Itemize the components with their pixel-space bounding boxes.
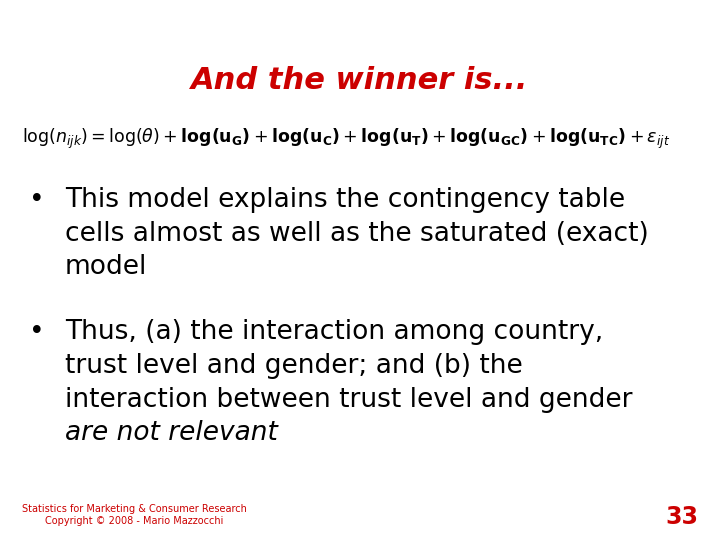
Text: Statistics for Marketing & Consumer Research
Copyright © 2008 - Mario Mazzocchi: Statistics for Marketing & Consumer Rese… xyxy=(22,504,246,525)
Text: •: • xyxy=(29,319,45,345)
Text: cells almost as well as the saturated (exact): cells almost as well as the saturated (e… xyxy=(65,221,649,247)
Text: Thus, (a) the interaction among country,: Thus, (a) the interaction among country, xyxy=(65,319,603,345)
Text: And the winner is...: And the winner is... xyxy=(192,66,528,95)
Text: are not relevant: are not relevant xyxy=(65,420,278,446)
Text: interaction between trust level and gender: interaction between trust level and gend… xyxy=(65,387,632,413)
Text: This model explains the contingency table: This model explains the contingency tabl… xyxy=(65,187,625,213)
Text: trust level and gender; and (b) the: trust level and gender; and (b) the xyxy=(65,353,523,379)
Text: model: model xyxy=(65,254,147,280)
Text: $\log(n_{ijk}) = \log(\theta) + \mathbf{log(u_G)} + \mathbf{log(u_C)} + \mathbf{: $\log(n_{ijk}) = \log(\theta) + \mathbf{… xyxy=(22,126,670,151)
Text: •: • xyxy=(29,187,45,213)
Text: 33: 33 xyxy=(665,505,698,529)
